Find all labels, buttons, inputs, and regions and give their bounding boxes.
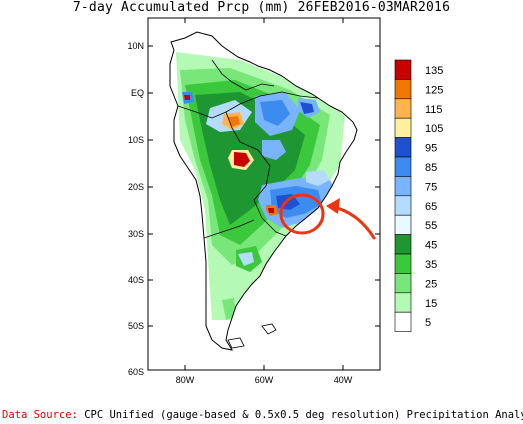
lat-label-50s: 50S	[128, 321, 144, 331]
legend-swatch	[394, 273, 412, 294]
legend-swatch	[394, 156, 412, 177]
lon-ticks	[184, 18, 344, 370]
annotation	[279, 193, 376, 240]
data-source-text: CPC Unified (gauge-based & 0.5x0.5 deg r…	[84, 409, 523, 421]
lat-ticks	[148, 45, 380, 327]
legend-label: 35	[425, 259, 437, 271]
legend-label: 65	[425, 201, 437, 213]
lon-label-40w: 40W	[334, 375, 353, 385]
latitude-axis: 10N EQ 10S 20S 30S 40S 50S 60S	[127, 41, 144, 377]
data-source-footer: Data Source: CPC Unified (gauge-based & …	[2, 408, 523, 422]
lat-label-40s: 40S	[128, 275, 144, 285]
precipitation-legend: 135 125 115 105 95 85 75 65 55 45 35 25 15 5	[394, 59, 443, 332]
legend-label: 95	[425, 143, 437, 155]
legend-swatch	[394, 311, 412, 332]
legend-swatch	[394, 234, 412, 255]
lat-label-30s: 30S	[128, 229, 144, 239]
lat-label-10s: 10S	[128, 135, 144, 145]
data-source-label: Data Source:	[2, 409, 78, 421]
map-title: 7-day Accumulated Prcp (mm) 26FEB2016-03…	[72, 0, 451, 15]
legend-swatch	[394, 59, 412, 80]
legend-swatch	[394, 79, 412, 100]
highlight-circle	[279, 193, 325, 235]
lon-label-80w: 80W	[176, 375, 195, 385]
lon-label-60w: 60W	[255, 375, 274, 385]
legend-swatch	[394, 117, 412, 138]
legend-label: 45	[425, 240, 437, 252]
legend-label: 115	[425, 104, 443, 116]
legend-swatch	[394, 253, 412, 274]
legend-swatch	[394, 195, 412, 216]
legend-label: 85	[425, 162, 437, 174]
legend-label: 105	[425, 123, 443, 135]
legend-label: 55	[425, 220, 437, 232]
legend-swatch	[394, 98, 412, 119]
arrow-head	[326, 198, 340, 214]
lat-label-10n: 10N	[127, 41, 144, 51]
falkland-islands	[261, 323, 277, 335]
lat-label-60s: 60S	[128, 367, 144, 377]
lat-label-20s: 20S	[128, 182, 144, 192]
legend-label: 15	[425, 298, 437, 310]
country-borders	[177, 59, 319, 239]
lat-label-eq: EQ	[131, 88, 144, 98]
legend-swatch	[394, 176, 412, 197]
legend-label: 125	[425, 84, 443, 96]
legend-label: 75	[425, 181, 437, 193]
legend-label: 5	[425, 317, 431, 329]
precipitation-field	[176, 52, 345, 320]
legend-label: 25	[425, 278, 437, 290]
legend-swatch	[394, 137, 412, 158]
legend-swatch	[394, 292, 412, 313]
longitude-axis: 80W 60W 40W	[176, 375, 353, 385]
legend-label: 135	[425, 65, 443, 77]
legend-swatch	[394, 214, 412, 235]
tierra-del-fuego	[227, 337, 245, 349]
